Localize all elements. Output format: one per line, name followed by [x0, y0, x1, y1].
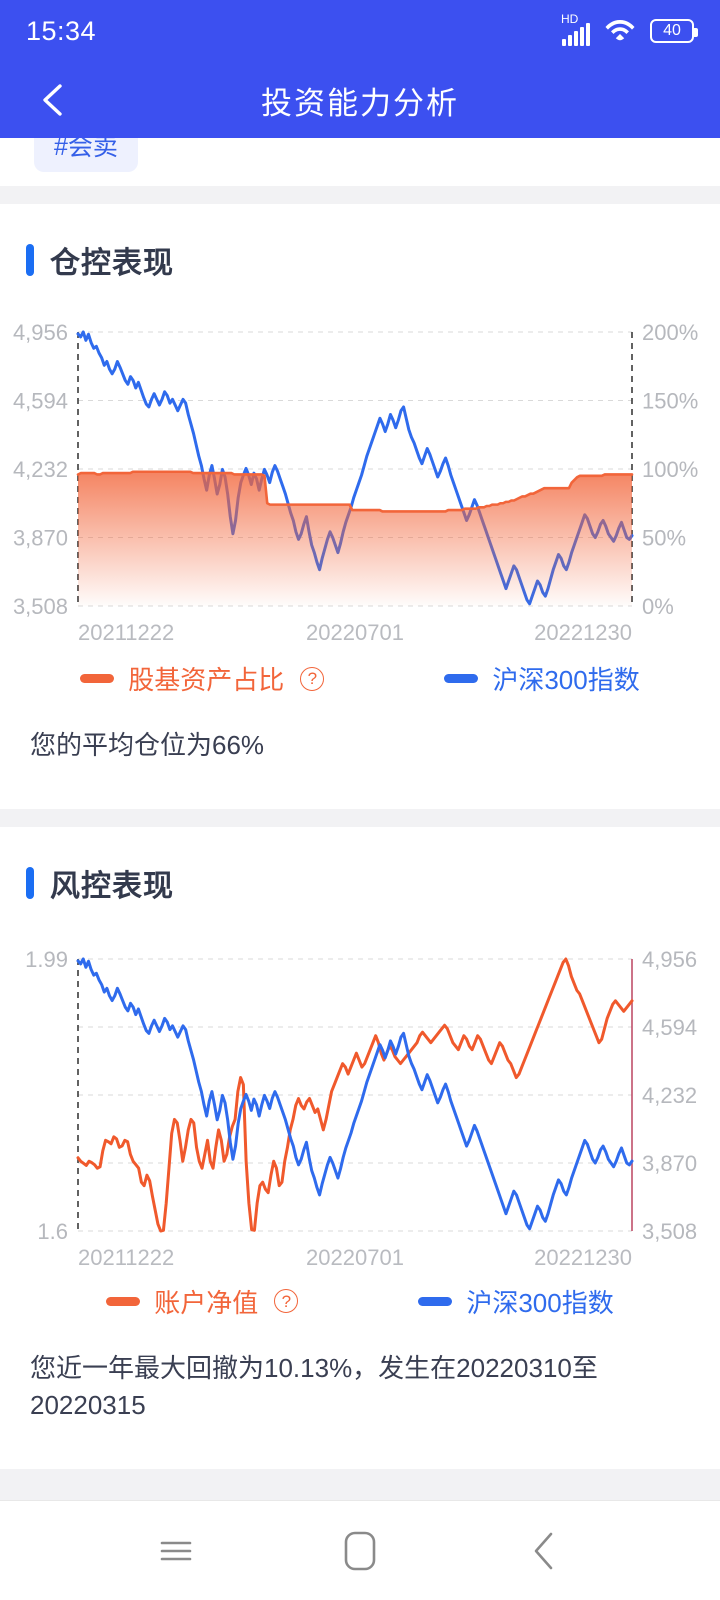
legend-item-share-ratio[interactable]: 股基资产占比 ? — [80, 660, 325, 697]
svg-text:150%: 150% — [642, 389, 698, 414]
chart-1-legend: 股基资产占比 ? 沪深300指数 — [0, 646, 720, 701]
battery-icon: 40 — [650, 19, 698, 43]
svg-text:200%: 200% — [642, 320, 698, 345]
hd-label: HD — [561, 12, 579, 26]
svg-text:4,956: 4,956 — [13, 320, 68, 345]
summary-text-2: 您近一年最大回撤为10.13%，发生在20220310至20220315 — [30, 1352, 598, 1421]
svg-text:4,232: 4,232 — [13, 457, 68, 482]
legend-marker-orange — [80, 674, 115, 683]
svg-text:0%: 0% — [642, 594, 674, 619]
summary-text-1: 您的平均仓位为66% — [30, 730, 265, 760]
section-divider — [0, 186, 720, 204]
home-icon[interactable] — [333, 1524, 387, 1578]
tag-chip[interactable]: #会卖 — [34, 138, 138, 172]
svg-text:3,870: 3,870 — [13, 526, 68, 551]
section-accent-bar — [26, 244, 34, 276]
section-header-2: 风控表现 — [0, 827, 720, 913]
help-icon[interactable]: ? — [300, 666, 325, 691]
help-icon-2[interactable]: ? — [274, 1289, 299, 1314]
svg-text:3,508: 3,508 — [13, 594, 68, 619]
section-title-1: 仓控表现 — [50, 247, 174, 280]
chart-1-svg: 4,956 4,594 4,232 3,870 3,508 200% 150% 100% 50%… — [13, 320, 698, 645]
svg-text:1.6: 1.6 — [37, 1219, 68, 1244]
chart-2-legend: 账户净值 ? 沪深300指数 — [0, 1269, 720, 1324]
page-title: 投资能力分析 — [261, 85, 459, 121]
svg-text:20221230: 20221230 — [534, 1245, 632, 1269]
svg-text:4,232: 4,232 — [642, 1083, 697, 1108]
legend-marker-orange-2 — [106, 1296, 141, 1306]
legend-label-csi300-2: 沪深300指数 — [466, 1287, 614, 1318]
signal-bars-icon — [562, 23, 590, 46]
card-risk-control: 风控表现 1.99 1.6 4,956 4,594 4,232 3,870 3,508 202… — [0, 826, 720, 1470]
svg-text:3,508: 3,508 — [642, 1219, 697, 1244]
svg-text:4,594: 4,594 — [13, 389, 68, 414]
svg-text:100%: 100% — [642, 457, 698, 482]
status-icons: HD 40 — [561, 12, 698, 47]
chart-2-svg: 1.99 1.6 4,956 4,594 4,232 3,870 3,508 20211222… — [25, 947, 697, 1269]
svg-text:20211222: 20211222 — [78, 620, 174, 645]
section-title-2: 风控表现 — [50, 869, 174, 903]
legend-label-nav: 账户净值 — [154, 1287, 259, 1318]
system-nav-bar — [0, 1500, 720, 1600]
app-header: 投资能力分析 — [0, 62, 720, 138]
section-header-1: 仓控表现 — [0, 204, 720, 290]
status-time: 15:34 — [26, 15, 97, 46]
legend-item-nav[interactable]: 账户净值 ? — [106, 1283, 299, 1320]
legend-label-csi300: 沪深300指数 — [492, 665, 640, 695]
svg-text:50%: 50% — [642, 526, 686, 551]
svg-text:3,870: 3,870 — [642, 1151, 697, 1176]
section-divider-3 — [0, 1469, 720, 1488]
chart-position-control: 4,956 4,594 4,232 3,870 3,508 200% 150% 100% 50%… — [0, 306, 720, 646]
back-icon[interactable] — [517, 1524, 571, 1578]
svg-text:20221230: 20221230 — [534, 620, 632, 645]
legend-item-csi300-2[interactable]: 沪深300指数 — [418, 1283, 614, 1320]
section-accent-bar-2 — [26, 866, 34, 899]
wifi-icon — [604, 16, 636, 47]
status-bar: 15:34 HD 40 — [0, 0, 720, 62]
recents-icon[interactable] — [149, 1524, 203, 1578]
battery-level: 40 — [663, 22, 681, 39]
svg-text:20220701: 20220701 — [306, 620, 404, 645]
chart-risk-control: 1.99 1.6 4,956 4,594 4,232 3,870 3,508 20211222… — [0, 929, 720, 1269]
tag-strip: #会卖 — [0, 138, 720, 186]
legend-label-share-ratio: 股基资产占比 — [128, 665, 285, 695]
svg-text:4,956: 4,956 — [642, 947, 697, 972]
legend-marker-blue-2 — [418, 1296, 453, 1306]
svg-text:20220701: 20220701 — [306, 1245, 404, 1269]
hd-signal-icon: HD — [561, 12, 590, 46]
legend-marker-blue — [444, 674, 479, 683]
svg-text:1.99: 1.99 — [25, 947, 68, 972]
legend-item-csi300[interactable]: 沪深300指数 — [444, 660, 640, 697]
svg-text:20211222: 20211222 — [78, 1245, 174, 1269]
back-chevron-icon[interactable] — [36, 83, 70, 117]
card-position-control: 仓控表现 4,956 4,594 4,232 3,870 3,508 200% 150% 10… — [0, 204, 720, 809]
svg-text:4,594: 4,594 — [642, 1015, 697, 1040]
section-divider-2 — [0, 808, 720, 827]
